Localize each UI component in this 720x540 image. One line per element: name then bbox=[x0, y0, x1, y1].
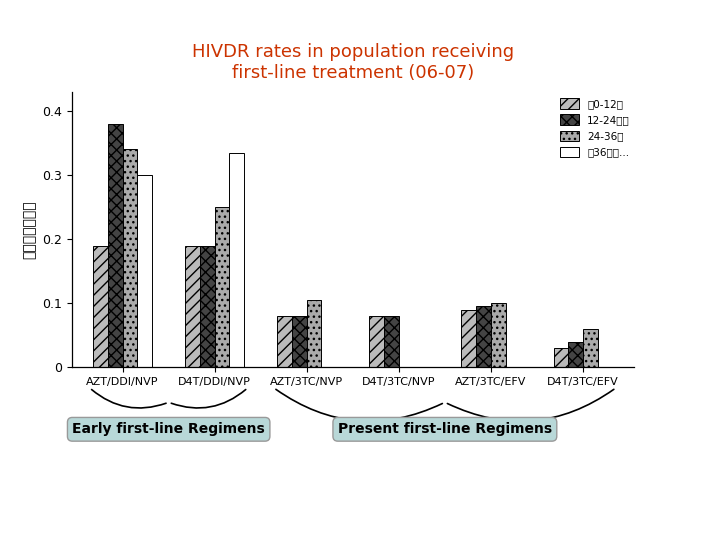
Bar bbox=[369, 316, 384, 367]
Bar bbox=[277, 316, 292, 367]
Bar bbox=[292, 316, 307, 367]
Bar bbox=[307, 300, 322, 367]
Y-axis label: 治疗人群耐药率: 治疗人群耐药率 bbox=[23, 200, 37, 259]
Bar bbox=[93, 246, 108, 367]
Bar bbox=[122, 150, 138, 367]
Bar bbox=[583, 329, 598, 367]
Bar bbox=[230, 153, 244, 367]
Bar bbox=[384, 316, 399, 367]
Bar bbox=[568, 342, 583, 367]
Bar bbox=[200, 246, 215, 367]
Bar bbox=[185, 246, 200, 367]
Legend: 朎0-12月, 12-24月月, 24-36月, 、36月月...: 朎0-12月, 12-24月月, 24-36月, 、36月月... bbox=[556, 94, 634, 161]
Bar bbox=[491, 303, 505, 367]
Title: HIVDR rates in population receiving
first-line treatment (06-07): HIVDR rates in population receiving firs… bbox=[192, 43, 514, 82]
Text: Present first-line Regimens: Present first-line Regimens bbox=[338, 422, 552, 436]
Bar bbox=[108, 124, 122, 367]
Bar bbox=[476, 306, 491, 367]
Text: Early first-line Regimens: Early first-line Regimens bbox=[72, 422, 265, 436]
Bar bbox=[462, 309, 476, 367]
Bar bbox=[138, 175, 152, 367]
Bar bbox=[215, 207, 230, 367]
Bar bbox=[554, 348, 568, 367]
